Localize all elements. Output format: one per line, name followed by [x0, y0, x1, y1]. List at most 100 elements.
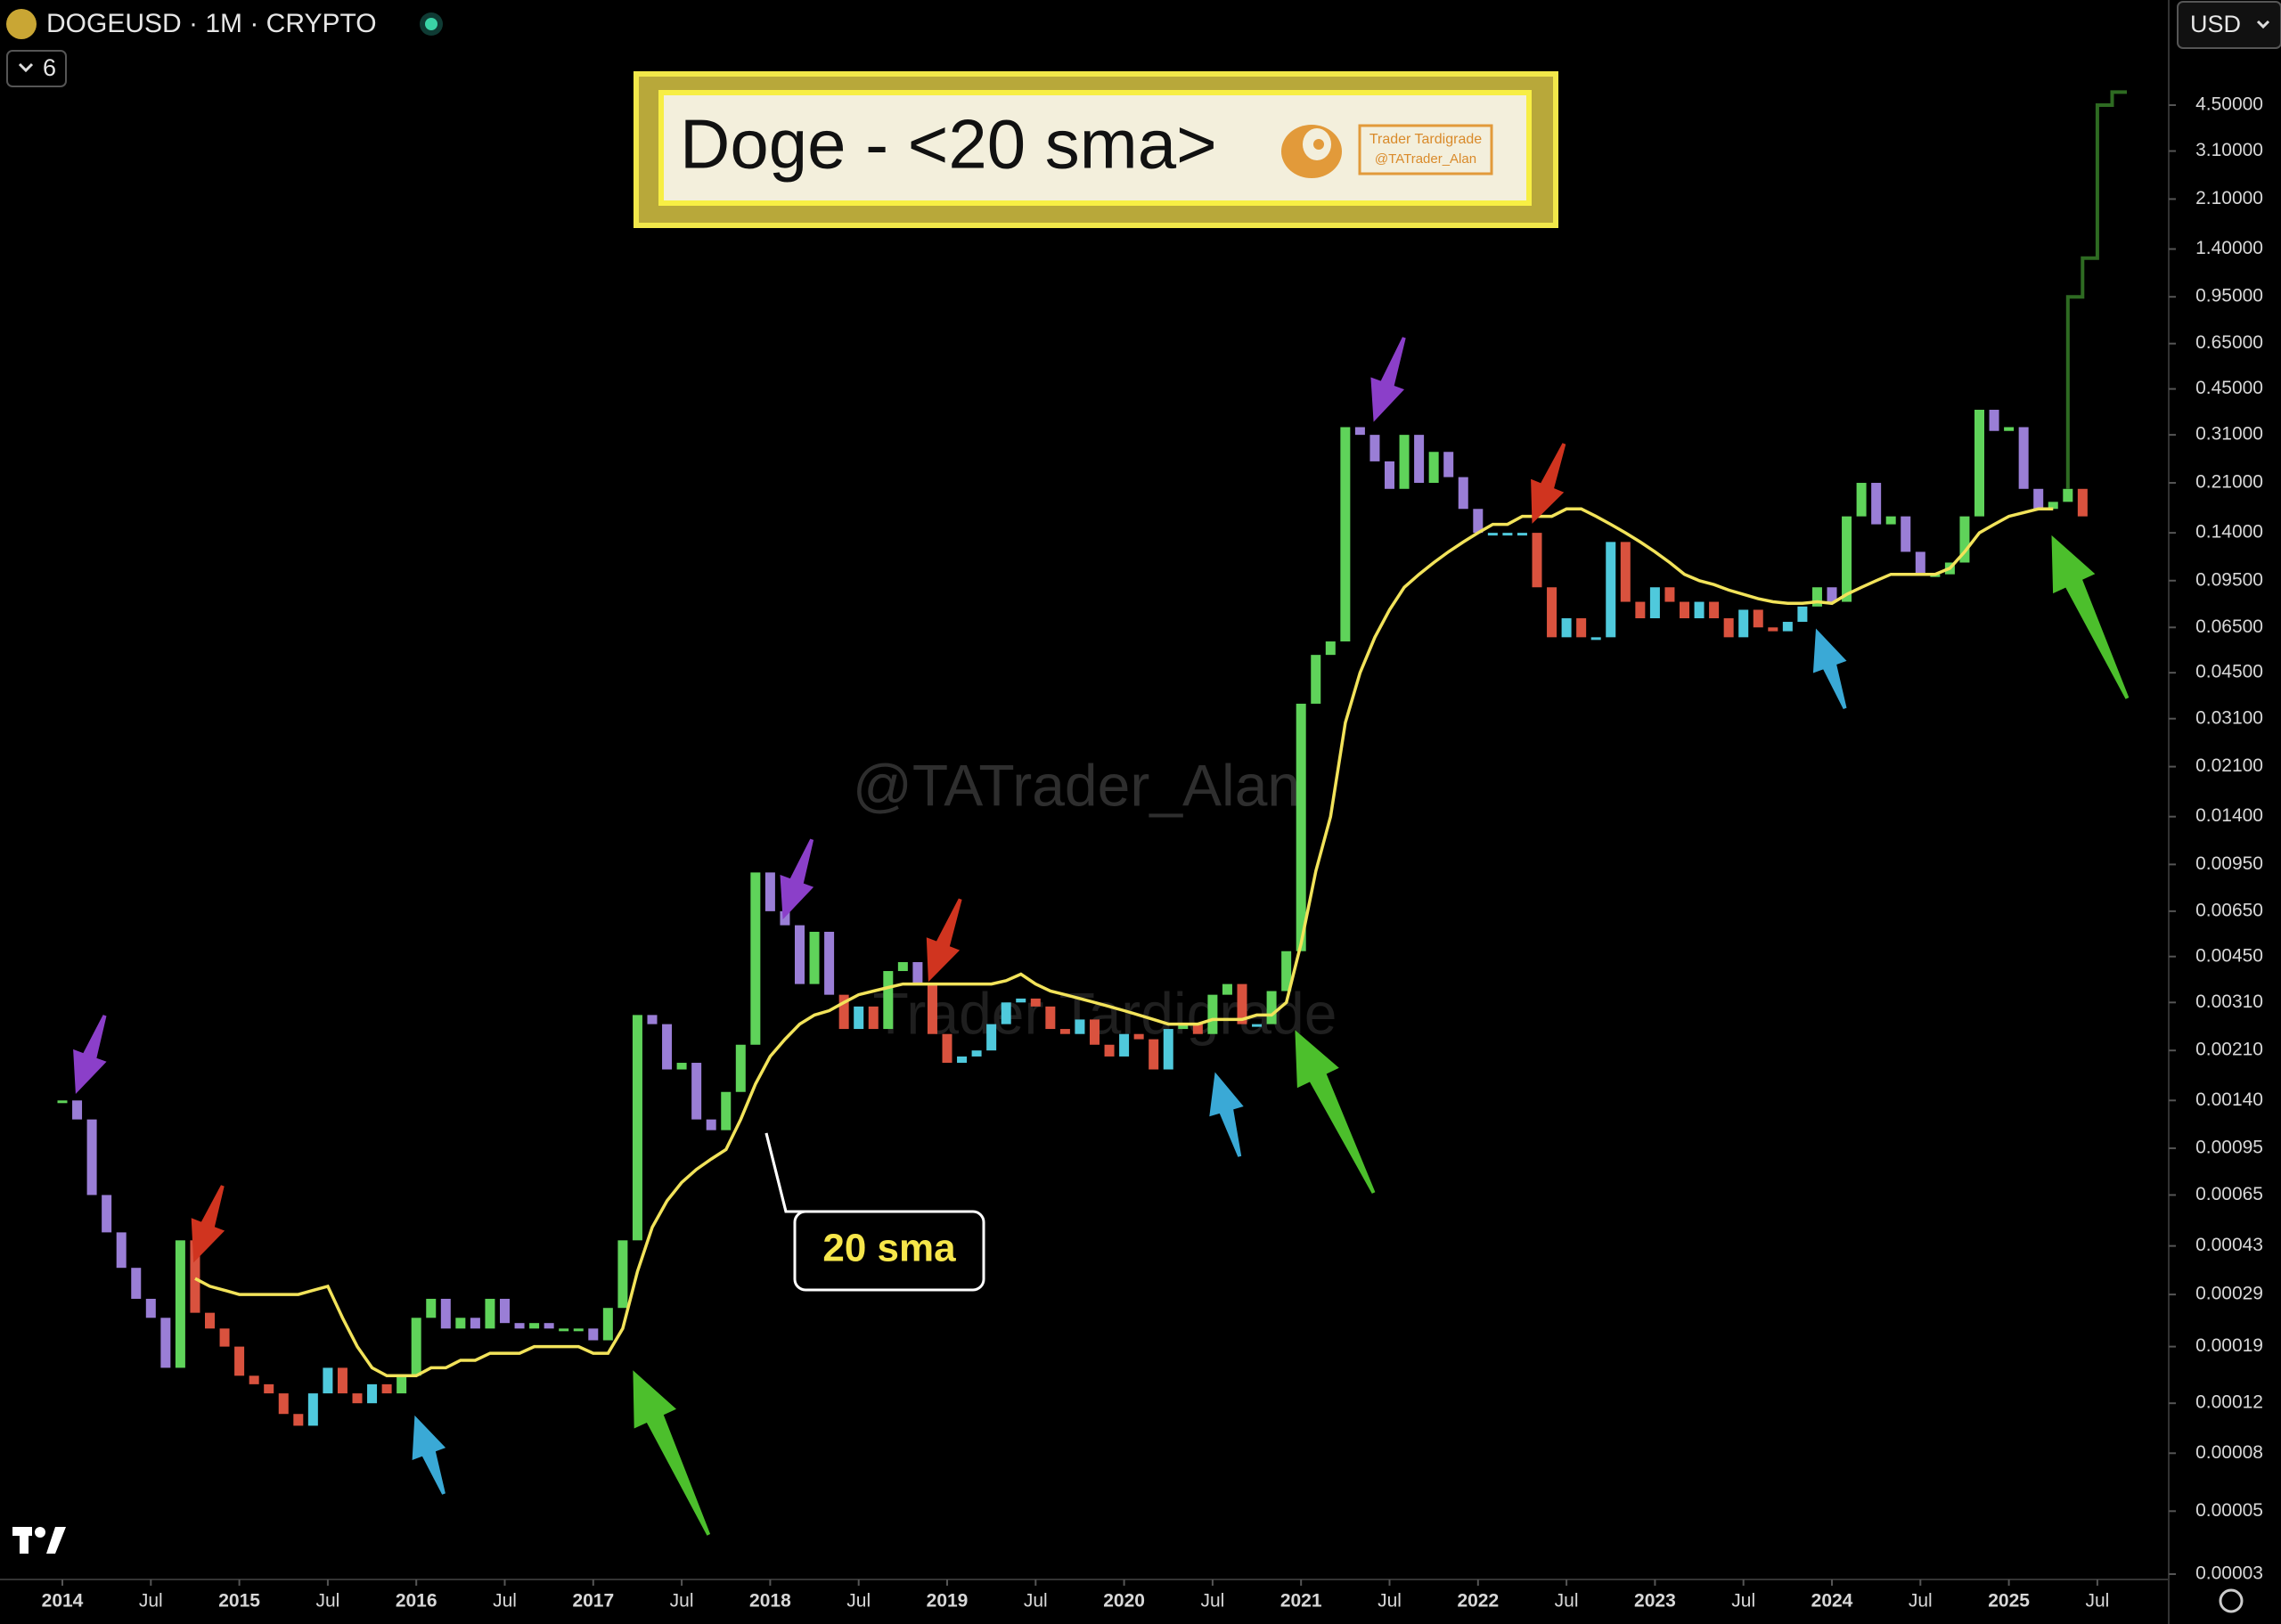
- candle: [809, 931, 820, 984]
- logo-box: [1358, 124, 1493, 175]
- y-tick-label: 0.03100: [2195, 707, 2263, 728]
- x-tick-label: 2024: [1811, 1591, 1853, 1612]
- candle: [2018, 427, 2029, 489]
- candle: [1119, 1033, 1130, 1057]
- candle: [1428, 452, 1439, 484]
- candle: [2004, 427, 2015, 431]
- projection-line: [2065, 90, 2127, 489]
- title: Doge - <20 sma>: [680, 105, 1217, 184]
- candle: [323, 1367, 333, 1394]
- candle: [602, 1308, 613, 1341]
- candle: [1694, 601, 1705, 619]
- sma-line: [194, 507, 2054, 1378]
- candle: [721, 1091, 732, 1130]
- currency-select[interactable]: [2177, 1, 2281, 49]
- logo-handle: @TATrader_Alan: [1375, 151, 1476, 167]
- candle: [219, 1328, 230, 1347]
- candle: [440, 1298, 451, 1329]
- candle: [1561, 618, 1572, 638]
- logo-name: Trader Tardigrade: [1369, 132, 1482, 147]
- arrow: [73, 1015, 107, 1094]
- candle: [1030, 998, 1041, 1007]
- candle: [411, 1318, 421, 1376]
- y-tick-label: 0.00950: [2195, 853, 2263, 874]
- candle: [1885, 516, 1896, 525]
- x-tick-label: Jul: [493, 1591, 517, 1612]
- y-tick-label: 0.06500: [2195, 616, 2263, 637]
- x-tick-label: Jul: [1024, 1591, 1048, 1612]
- candle: [706, 1119, 716, 1130]
- y-tick-label: 0.21000: [2195, 472, 2263, 493]
- candle: [470, 1318, 480, 1329]
- candle: [190, 1240, 200, 1313]
- settings-icon[interactable]: [2219, 1588, 2244, 1613]
- candle: [57, 1100, 68, 1104]
- candle: [1458, 477, 1468, 510]
- x-tick-label: Jul: [1555, 1591, 1579, 1612]
- candle: [293, 1414, 304, 1426]
- arrow: [1295, 1030, 1376, 1194]
- y-tick-label: 0.00140: [2195, 1089, 2263, 1110]
- y-tick-label: 0.00095: [2195, 1137, 2263, 1157]
- candle: [102, 1195, 112, 1233]
- candle: [205, 1312, 215, 1329]
- arrow: [926, 898, 962, 983]
- y-tick-label: 0.00005: [2195, 1500, 2263, 1521]
- candle: [1901, 516, 1911, 552]
- candle: [1059, 1029, 1070, 1034]
- candle: [175, 1240, 185, 1368]
- candle: [2033, 488, 2044, 510]
- candle: [307, 1393, 318, 1426]
- candle: [942, 1033, 952, 1064]
- candle: [2077, 488, 2088, 517]
- candle: [397, 1375, 407, 1394]
- candle: [278, 1393, 289, 1415]
- candle: [764, 872, 775, 911]
- candle: [1974, 409, 1984, 517]
- candle: [1842, 516, 1852, 602]
- candle: [1178, 1024, 1189, 1030]
- candle: [1959, 516, 1970, 563]
- x-tick-label: Jul: [1200, 1591, 1224, 1612]
- candle: [1354, 427, 1365, 436]
- plot: 0.00003 0.00005 0.00008 0.00012 0.00019 0.000…: [42, 90, 2263, 1612]
- candle: [986, 1024, 997, 1051]
- y-tick-label: 0.95000: [2195, 286, 2263, 306]
- y-tick-label: 0.00029: [2195, 1284, 2263, 1304]
- arrow: [633, 1370, 711, 1536]
- y-tick-label: 0.01400: [2195, 805, 2263, 826]
- candle: [750, 872, 761, 1045]
- candle: [854, 1006, 864, 1030]
- candle: [1016, 998, 1026, 1003]
- candle: [897, 962, 908, 972]
- candle: [500, 1298, 510, 1324]
- y-tick-label: 0.45000: [2195, 378, 2263, 398]
- candle: [735, 1044, 746, 1092]
- candle: [1753, 609, 1763, 628]
- indicators-toggle[interactable]: [6, 50, 67, 87]
- callout-box: [793, 1210, 985, 1292]
- candle: [795, 925, 805, 984]
- candle: [1620, 542, 1631, 602]
- chevron-icon: [18, 62, 34, 73]
- y-tick-label: 0.00043: [2195, 1235, 2263, 1255]
- callout-pointer: [764, 1132, 830, 1213]
- watermark: @TATrader_Alan: [853, 752, 1300, 818]
- candle: [617, 1240, 628, 1309]
- x-tick-label: Jul: [670, 1591, 694, 1612]
- sma-label: 20 sma: [822, 1227, 956, 1270]
- candle: [1385, 461, 1394, 489]
- x-tick-label: 2018: [749, 1591, 791, 1612]
- candle: [1443, 452, 1454, 477]
- candle: [2063, 488, 2073, 502]
- arrow: [1370, 337, 1406, 422]
- arrow: [1209, 1072, 1244, 1157]
- candle: [264, 1383, 274, 1394]
- candle: [1782, 622, 1793, 632]
- candle: [1340, 427, 1351, 642]
- x-tick-label: Jul: [315, 1591, 339, 1612]
- candle: [1915, 551, 1925, 575]
- candle: [1163, 1029, 1173, 1070]
- candle: [514, 1323, 525, 1329]
- arrow: [1531, 443, 1566, 524]
